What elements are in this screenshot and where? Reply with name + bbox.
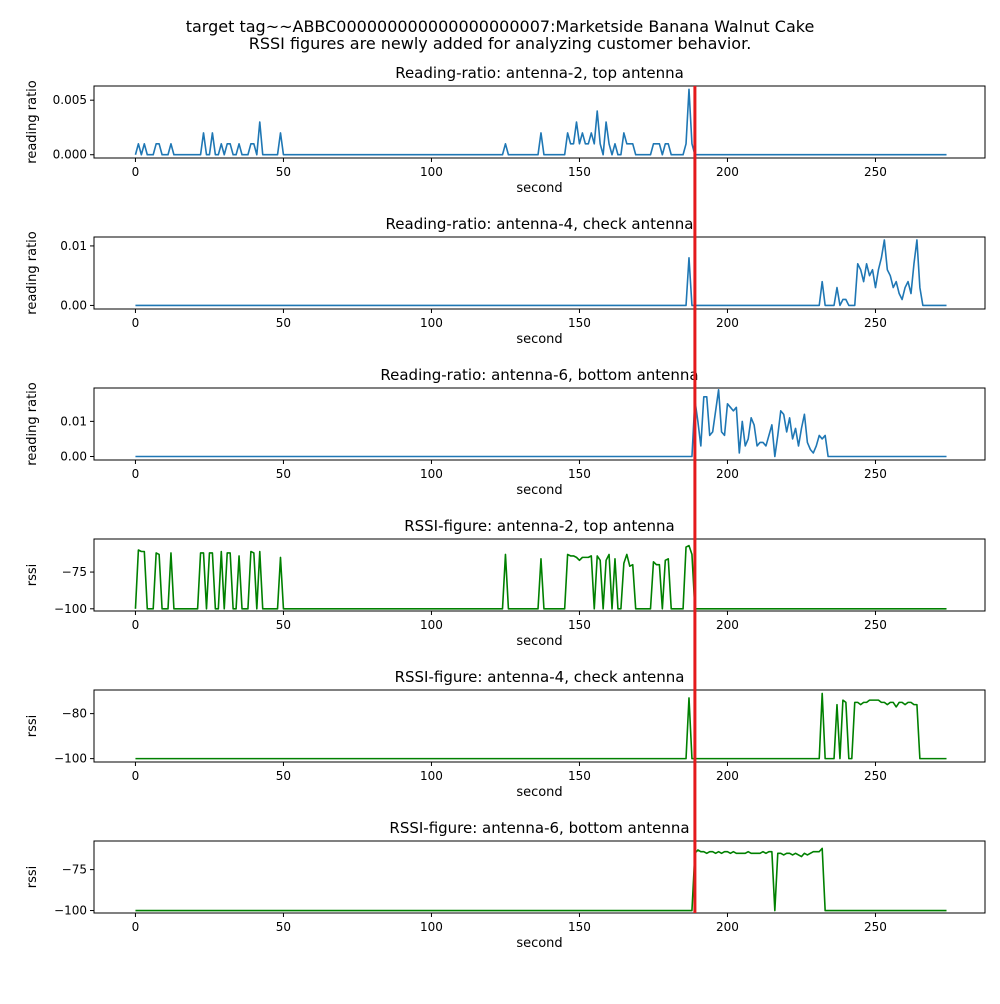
x-tick-label: 250 <box>864 920 887 934</box>
y-tick-label: −80 <box>62 707 87 721</box>
figure-title-line-1: target tag~~ABBC000000000000000000007:Ma… <box>186 17 815 36</box>
x-tick-label: 250 <box>864 467 887 481</box>
subplot-6: RSSI-figure: antenna-6, bottom antenna 0 5… <box>25 819 986 951</box>
axes-frame <box>93 85 986 159</box>
y-axis-label: reading ratio <box>25 382 40 466</box>
x-tick-label: 150 <box>568 769 591 783</box>
x-tick-label: 50 <box>276 618 291 632</box>
y-axis-label: reading ratio <box>25 231 40 315</box>
x-tick-label: 250 <box>864 316 887 330</box>
subplot-4: RSSI-figure: antenna-2, top antenna 0 50 10… <box>25 517 986 649</box>
x-tick-label: 0 <box>132 165 140 179</box>
y-tick-label: −75 <box>62 863 87 877</box>
subplot-1: Reading-ratio: antenna-2, top antenna 0 50… <box>25 64 986 196</box>
x-tick-label: 0 <box>132 618 140 632</box>
y-axis-label: rssi <box>25 564 40 587</box>
subplots: Reading-ratio: antenna-2, top antenna 0 50… <box>25 64 986 951</box>
y-tick-label: −75 <box>62 565 87 579</box>
subplot-3: Reading-ratio: antenna-6, bottom antenna… <box>25 366 986 498</box>
subplot-5: RSSI-figure: antenna-4, check antenna 0 50… <box>25 668 986 800</box>
x-tick-label: 100 <box>420 920 443 934</box>
y-axis-label: reading ratio <box>25 80 40 164</box>
x-tick-label: 150 <box>568 618 591 632</box>
x-tick-label: 200 <box>716 467 739 481</box>
subplot-title: Reading-ratio: antenna-4, check antenna <box>386 215 694 233</box>
y-tick-label: 0.00 <box>60 449 87 463</box>
series-line <box>135 692 947 760</box>
x-tick-label: 250 <box>864 165 887 179</box>
x-tick-label: 50 <box>276 316 291 330</box>
series-line <box>134 544 947 610</box>
subplot-title: Reading-ratio: antenna-6, bottom antenna <box>380 366 698 384</box>
axes-frame <box>93 236 986 310</box>
x-tick-label: 0 <box>132 467 140 481</box>
x-axis-label: second <box>516 634 562 649</box>
x-axis-label: second <box>516 483 562 498</box>
axes-frame <box>93 689 986 763</box>
series-line <box>135 388 947 458</box>
x-tick-label: 100 <box>420 769 443 783</box>
x-tick-label: 50 <box>276 920 291 934</box>
y-tick-label: 0.000 <box>53 148 87 162</box>
x-tick-label: 100 <box>420 165 443 179</box>
x-tick-label: 200 <box>716 920 739 934</box>
x-axis-label: second <box>516 332 562 347</box>
subplot-title: RSSI-figure: antenna-4, check antenna <box>395 668 685 686</box>
x-axis-label: second <box>516 936 562 951</box>
y-tick-label: −100 <box>54 904 87 918</box>
series-line <box>135 239 947 307</box>
x-tick-label: 50 <box>276 165 291 179</box>
x-tick-label: 0 <box>132 769 140 783</box>
series-line <box>134 88 947 156</box>
y-tick-label: −100 <box>54 752 87 766</box>
x-tick-label: 150 <box>568 165 591 179</box>
x-tick-label: 100 <box>420 316 443 330</box>
x-tick-label: 200 <box>716 769 739 783</box>
series-line <box>135 847 947 912</box>
x-tick-label: 50 <box>276 467 291 481</box>
y-axis-label: rssi <box>25 866 40 889</box>
y-tick-label: −100 <box>54 602 87 616</box>
x-tick-label: 0 <box>132 316 140 330</box>
y-tick-label: 0.01 <box>60 239 87 253</box>
subplot-title: RSSI-figure: antenna-2, top antenna <box>404 517 675 535</box>
subplot-title: RSSI-figure: antenna-6, bottom antenna <box>389 819 689 837</box>
x-tick-label: 250 <box>864 769 887 783</box>
y-tick-label: 0.01 <box>60 414 87 428</box>
x-tick-label: 150 <box>568 316 591 330</box>
x-tick-label: 0 <box>132 920 140 934</box>
x-tick-label: 100 <box>420 467 443 481</box>
subplot-2: Reading-ratio: antenna-4, check antenna 0… <box>25 215 986 347</box>
subplot-title: Reading-ratio: antenna-2, top antenna <box>395 64 684 82</box>
y-tick-label: 0.005 <box>53 93 87 107</box>
x-tick-label: 50 <box>276 769 291 783</box>
x-tick-label: 250 <box>864 618 887 632</box>
x-tick-label: 200 <box>716 316 739 330</box>
x-axis-label: second <box>516 785 562 800</box>
x-tick-label: 100 <box>420 618 443 632</box>
axes-frame <box>93 387 986 461</box>
x-tick-label: 200 <box>716 165 739 179</box>
x-axis-label: second <box>516 181 562 196</box>
y-tick-label: 0.00 <box>60 298 87 312</box>
figure-title-line-2: RSSI figures are newly added for analyzi… <box>249 34 752 53</box>
axes-frame <box>93 538 986 612</box>
x-tick-label: 200 <box>716 618 739 632</box>
y-axis-label: rssi <box>25 715 40 738</box>
axes-frame <box>93 840 986 914</box>
x-tick-label: 150 <box>568 920 591 934</box>
x-tick-label: 150 <box>568 467 591 481</box>
